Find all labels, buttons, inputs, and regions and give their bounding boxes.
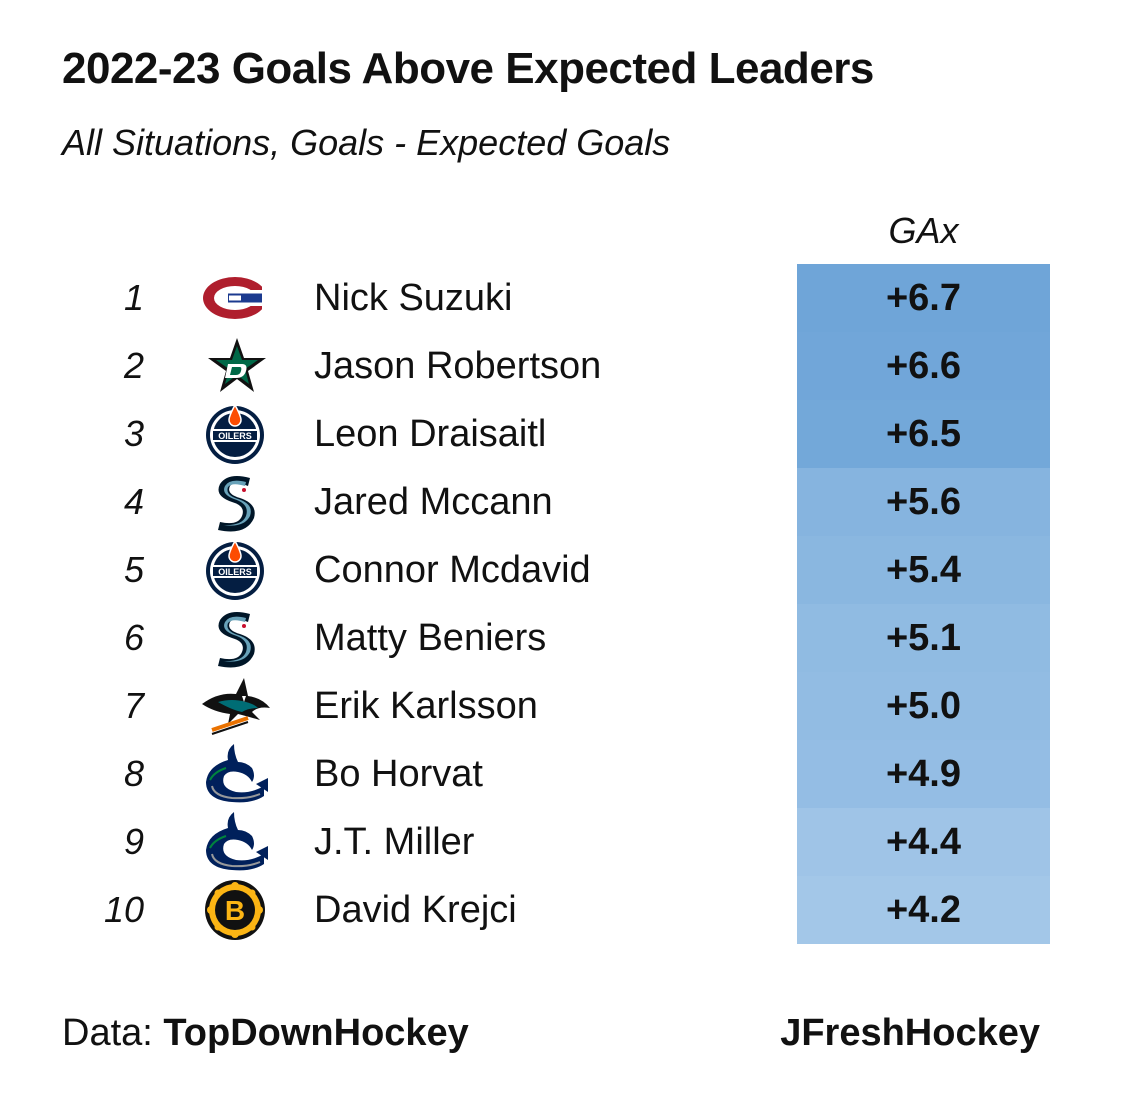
canadiens-logo (198, 266, 272, 330)
table-row: 2 Jason Robertson +6.6 (0, 332, 1126, 400)
gax-value-cell: +4.4 (797, 808, 1050, 876)
player-name: Matty Beniers (314, 617, 547, 659)
chart-subtitle: All Situations, Goals - Expected Goals (62, 122, 671, 163)
player-name: J.T. Miller (314, 821, 475, 863)
rank-label: 6 (123, 617, 144, 658)
player-name: David Krejci (314, 889, 517, 931)
rank-label: 3 (123, 413, 144, 454)
rank-label: 8 (123, 753, 144, 794)
rank-label: 5 (123, 549, 144, 590)
canucks-logo (198, 742, 272, 806)
rank-label: 1 (123, 277, 144, 318)
table-row: 6 Matty Beniers +5.1 (0, 604, 1126, 672)
gax-value-cell: +5.1 (797, 604, 1050, 672)
data-source-credit: Data: TopDownHockey (62, 1012, 469, 1055)
rank-label: 9 (123, 821, 144, 862)
player-name: Jared Mccann (314, 481, 553, 523)
rank-label: 7 (123, 685, 144, 726)
kraken-logo (198, 470, 272, 534)
svg-text:OILERS: OILERS (218, 431, 252, 441)
player-name: Connor Mcdavid (314, 549, 591, 591)
rank-label: 4 (123, 481, 144, 522)
gax-value-cell: +5.6 (797, 468, 1050, 536)
gax-value-cell: +4.9 (797, 740, 1050, 808)
table-row: 8 Bo Horvat +4.9 (0, 740, 1126, 808)
player-name: Erik Karlsson (314, 685, 538, 727)
table-row: 5 OILERS Connor Mcdavid +5.4 (0, 536, 1126, 604)
sharks-logo (198, 674, 272, 738)
table-row: 7 Erik Karlsson +5.0 (0, 672, 1126, 740)
gax-value-cell: +4.2 (797, 876, 1050, 944)
oilers-logo: OILERS (198, 402, 272, 466)
rank-label: 10 (103, 889, 144, 930)
svg-text:B: B (225, 895, 245, 926)
gax-value-cell: +6.6 (797, 332, 1050, 400)
svg-text:OILERS: OILERS (218, 567, 252, 577)
table-row: 9 J.T. Miller +4.4 (0, 808, 1126, 876)
table-row: 10 B David Krejci +4.2 (0, 876, 1126, 944)
gax-value-cell: +5.0 (797, 672, 1050, 740)
gax-column-header: GAx (888, 210, 959, 251)
canucks-logo (198, 810, 272, 874)
chart-title: 2022-23 Goals Above Expected Leaders (62, 44, 874, 93)
player-name: Nick Suzuki (314, 277, 513, 319)
data-label: Data: (62, 1012, 153, 1054)
player-name: Bo Horvat (314, 753, 483, 795)
bruins-logo: B (198, 878, 272, 942)
rank-label: 2 (123, 345, 144, 386)
stars-logo (198, 334, 272, 398)
player-name: Jason Robertson (314, 345, 602, 387)
gax-value-cell: +5.4 (797, 536, 1050, 604)
kraken-logo (198, 606, 272, 670)
author-credit: JFreshHockey (780, 1012, 1040, 1054)
table-row: 3 OILERS Leon Draisaitl +6.5 (0, 400, 1126, 468)
gax-value-cell: +6.7 (797, 264, 1050, 332)
player-name: Leon Draisaitl (314, 413, 547, 455)
data-source-name: TopDownHockey (163, 1012, 469, 1054)
table-row: 1 Nick Suzuki +6.7 (0, 264, 1126, 332)
table-row: 4 Jared Mccann +5.6 (0, 468, 1126, 536)
oilers-logo: OILERS (198, 538, 272, 602)
gax-value-cell: +6.5 (797, 400, 1050, 468)
